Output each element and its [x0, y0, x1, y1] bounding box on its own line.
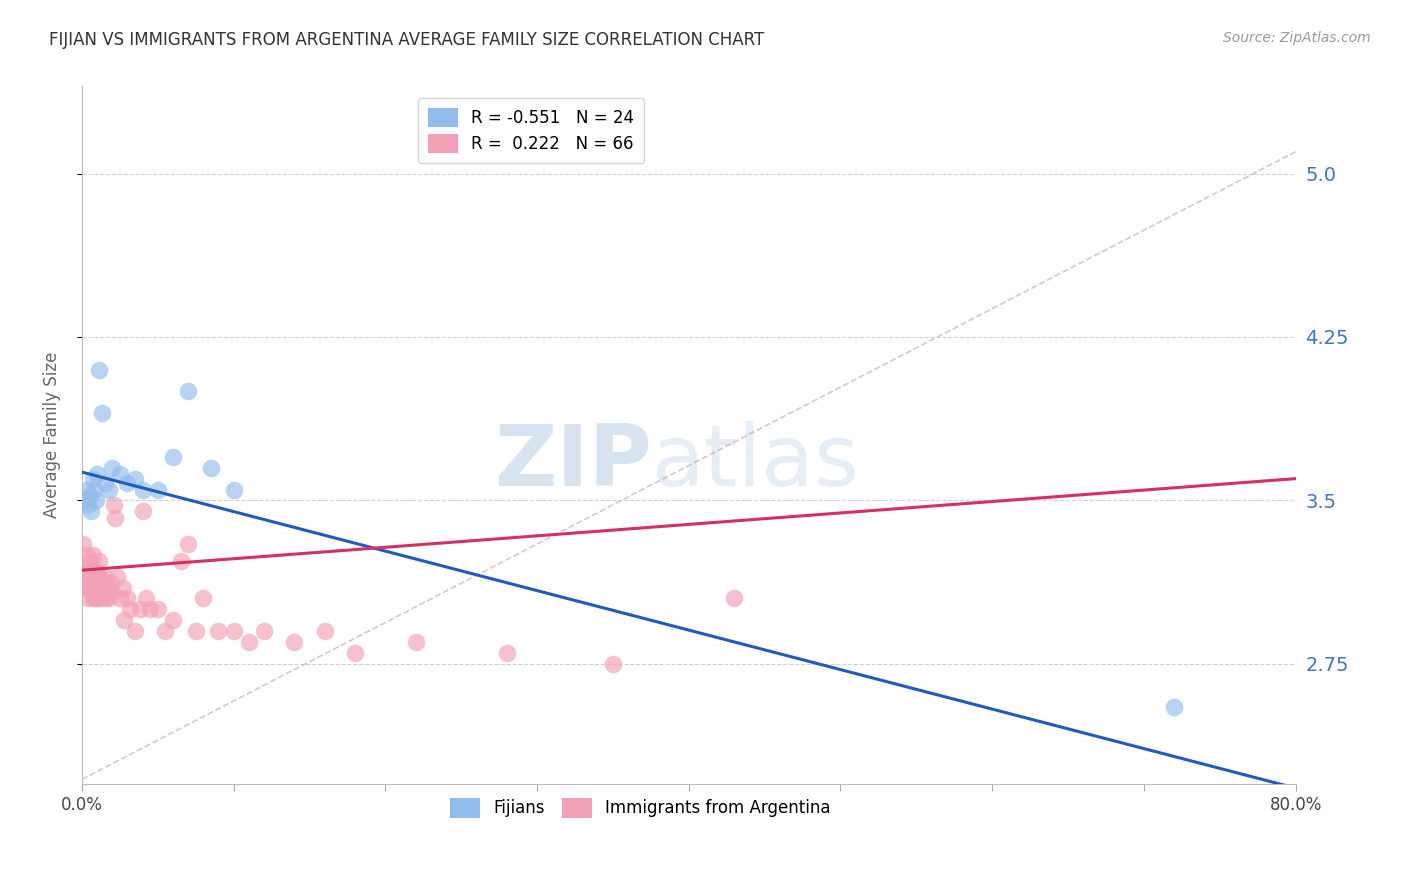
Point: [93, 475, 115, 490]
Point: [405, 635, 427, 649]
Point: [128, 602, 150, 616]
Point: [77, 563, 100, 577]
Point: [344, 646, 367, 660]
Point: [177, 537, 200, 551]
Point: [495, 646, 517, 660]
Point: [86, 581, 108, 595]
Point: [79, 581, 101, 595]
Point: [314, 624, 336, 639]
Point: [73, 558, 96, 573]
Point: [89, 570, 111, 584]
Point: [146, 483, 169, 497]
Point: [79, 570, 101, 584]
Point: [96, 591, 118, 606]
Text: FIJIAN VS IMMIGRANTS FROM ARGENTINA AVERAGE FAMILY SIZE CORRELATION CHART: FIJIAN VS IMMIGRANTS FROM ARGENTINA AVER…: [49, 31, 765, 49]
Point: [84, 563, 107, 577]
Point: [82, 548, 104, 562]
Point: [131, 504, 153, 518]
Point: [222, 624, 245, 639]
Point: [117, 475, 139, 490]
Point: [86, 467, 108, 482]
Point: [73, 493, 96, 508]
Point: [79, 489, 101, 503]
Point: [100, 576, 122, 591]
Point: [87, 554, 110, 568]
Point: [89, 585, 111, 599]
Point: [82, 570, 104, 584]
Point: [131, 483, 153, 497]
Point: [135, 591, 157, 606]
Point: [98, 591, 121, 606]
Point: [184, 624, 207, 639]
Point: [162, 450, 184, 464]
Point: [105, 570, 128, 584]
Point: [86, 570, 108, 584]
Legend: Fijians, Immigrants from Argentina: Fijians, Immigrants from Argentina: [443, 791, 837, 824]
Point: [83, 585, 105, 599]
Y-axis label: Average Family Size: Average Family Size: [44, 351, 60, 518]
Point: [1163, 700, 1185, 714]
Point: [723, 591, 745, 606]
Point: [73, 570, 96, 584]
Point: [103, 498, 125, 512]
Point: [222, 483, 245, 497]
Point: [76, 581, 98, 595]
Point: [104, 511, 127, 525]
Point: [97, 581, 120, 595]
Point: [90, 591, 112, 606]
Point: [112, 613, 135, 627]
Point: [82, 472, 104, 486]
Point: [83, 483, 105, 497]
Point: [72, 537, 94, 551]
Point: [76, 483, 98, 497]
Point: [108, 591, 131, 606]
Point: [91, 581, 114, 595]
Point: [84, 493, 107, 508]
Point: [124, 624, 146, 639]
Point: [87, 362, 110, 376]
Point: [101, 460, 124, 475]
Point: [162, 613, 184, 627]
Point: [193, 591, 215, 606]
Point: [120, 602, 142, 616]
Point: [200, 460, 222, 475]
Point: [90, 576, 112, 591]
Point: [101, 585, 124, 599]
Text: Source: ZipAtlas.com: Source: ZipAtlas.com: [1223, 31, 1371, 45]
Point: [80, 585, 103, 599]
Point: [169, 554, 191, 568]
Point: [238, 635, 260, 649]
Point: [82, 591, 104, 606]
Point: [117, 591, 139, 606]
Point: [86, 591, 108, 606]
Point: [283, 635, 305, 649]
Point: [155, 624, 177, 639]
Point: [124, 472, 146, 486]
Text: ZIP: ZIP: [495, 421, 652, 505]
Point: [76, 548, 98, 562]
Point: [90, 406, 112, 420]
Point: [80, 504, 103, 518]
Point: [77, 591, 100, 606]
Point: [146, 602, 169, 616]
Text: atlas: atlas: [652, 421, 860, 505]
Point: [98, 483, 121, 497]
Point: [84, 591, 107, 606]
Point: [111, 581, 134, 595]
Point: [93, 585, 115, 599]
Point: [80, 558, 103, 573]
Point: [108, 467, 131, 482]
Point: [93, 570, 115, 584]
Point: [177, 384, 200, 399]
Point: [253, 624, 276, 639]
Point: [207, 624, 229, 639]
Point: [83, 576, 105, 591]
Point: [602, 657, 624, 671]
Point: [77, 498, 100, 512]
Point: [79, 554, 101, 568]
Point: [139, 602, 162, 616]
